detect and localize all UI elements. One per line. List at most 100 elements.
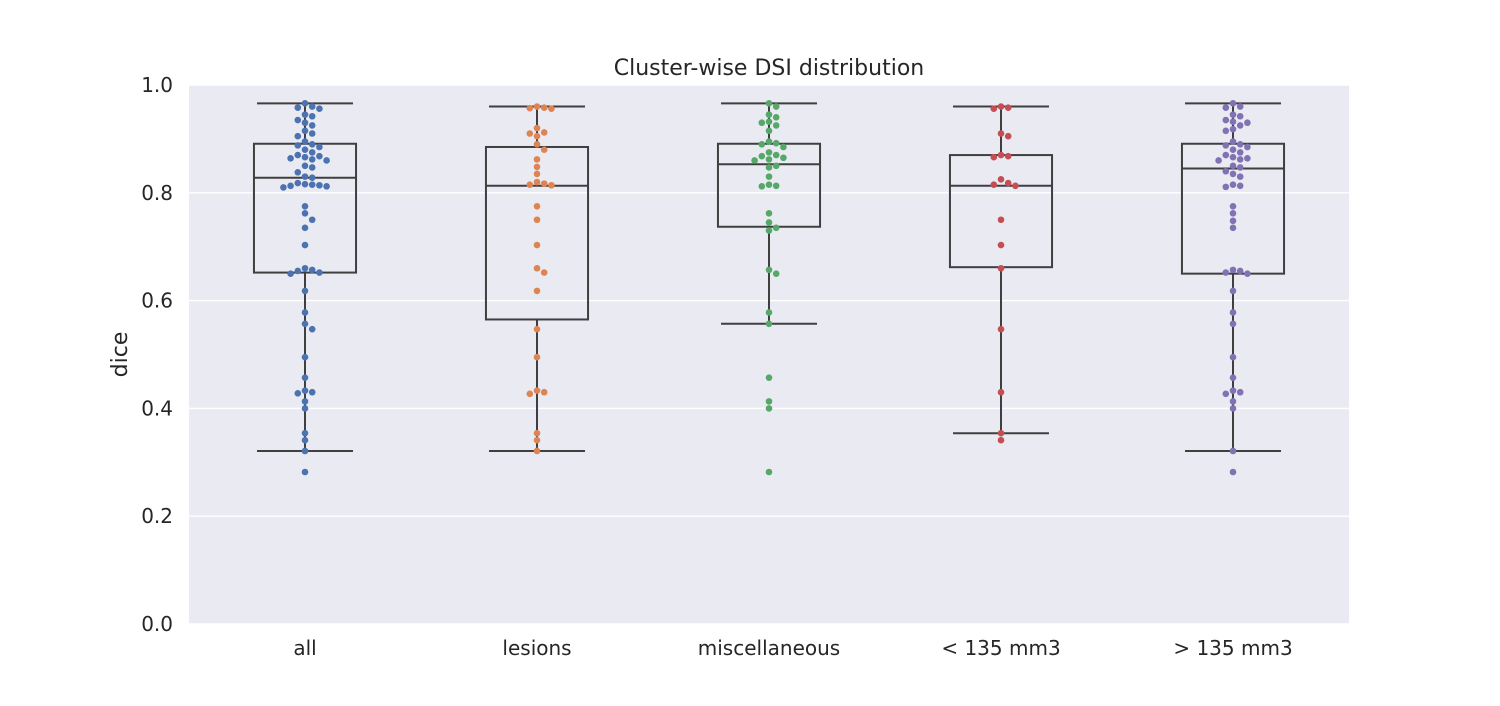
swarm-point (294, 267, 302, 275)
swarm-points (280, 100, 1251, 476)
swarm-point (997, 216, 1005, 224)
swarm-point (1229, 447, 1237, 455)
swarm-point (1004, 132, 1012, 140)
swarm-point (1236, 173, 1244, 180)
swarm-point (1222, 183, 1230, 191)
swarm-point (1244, 143, 1251, 151)
swarm-point (997, 436, 1005, 444)
swarm-4 (1215, 100, 1251, 476)
swarm-point (1229, 387, 1237, 394)
swarm-point (1229, 170, 1237, 178)
y-axis-label: dice (108, 332, 133, 378)
swarm-point (540, 269, 548, 276)
swarm-point (308, 388, 316, 396)
swarm-point (301, 287, 309, 295)
swarm-point (533, 264, 541, 272)
swarm-point (1236, 182, 1244, 190)
swarm-point (1244, 155, 1251, 162)
swarm-point (772, 270, 780, 277)
swarm-point (1229, 266, 1237, 274)
swarm-point (294, 104, 302, 111)
swarm-point (765, 127, 773, 135)
swarm-point (1229, 287, 1237, 295)
swarm-point (1229, 125, 1237, 133)
swarm-point (1229, 374, 1237, 381)
swarm-point (997, 388, 1005, 396)
swarm-point (1229, 153, 1237, 161)
swarm-point (323, 183, 330, 190)
swarm-point (765, 309, 773, 316)
swarm-0 (280, 100, 330, 476)
swarm-point (308, 325, 316, 333)
swarm-point (287, 155, 294, 162)
swarm-point (301, 138, 309, 145)
swarm-point (526, 390, 534, 398)
swarm-point (997, 176, 1005, 183)
swarm-point (280, 184, 287, 191)
swarm-point (990, 153, 998, 161)
swarm-point (1229, 209, 1237, 217)
swarm-point (301, 146, 309, 153)
swarm-point (1229, 217, 1237, 225)
swarm-point (316, 269, 323, 276)
swarm-point (1004, 104, 1012, 111)
swarm-point (294, 390, 302, 397)
swarm-point (1236, 388, 1244, 396)
swarm-point (526, 130, 534, 137)
x-tick-label: miscellaneous (698, 636, 840, 660)
swarm-point (1229, 162, 1237, 170)
swarm-point (1229, 309, 1237, 316)
swarm-point (1236, 140, 1244, 148)
swarm-point (1222, 104, 1230, 111)
swarm-point (765, 149, 773, 156)
y-tick-label: 0.2 (141, 504, 173, 528)
swarm-point (301, 100, 309, 107)
swarm-point (308, 103, 316, 110)
swarm-point (533, 353, 541, 361)
swarm-point (533, 132, 541, 140)
y-tick-labels: 0.0 0.2 0.4 0.6 0.8 1.0 (141, 73, 173, 636)
swarm-point (772, 122, 780, 129)
swarm-point (1229, 118, 1237, 125)
swarm-point (1004, 179, 1012, 187)
swarm-point (287, 270, 294, 277)
swarm-point (1004, 152, 1012, 160)
swarm-point (772, 103, 780, 110)
swarm-point (540, 129, 548, 136)
swarm-point (548, 105, 555, 113)
swarm-point (765, 398, 773, 405)
swarm-point (301, 320, 309, 328)
swarm-point (533, 163, 541, 171)
swarm-point (765, 320, 773, 328)
swarm-point (548, 181, 555, 189)
swarm-point (758, 119, 766, 127)
swarm-point (308, 130, 316, 137)
swarm-point (533, 178, 541, 186)
swarm-point (533, 447, 541, 455)
swarm-point (308, 174, 316, 182)
x-tick-label: lesions (502, 636, 571, 660)
swarm-point (1229, 320, 1237, 328)
swarm-point (990, 181, 998, 189)
y-tick-label: 0.8 (141, 181, 173, 205)
swarm-point (1244, 119, 1251, 127)
swarm-point (526, 104, 534, 112)
swarm-point (294, 151, 302, 159)
swarm-point (765, 100, 773, 107)
swarm-point (540, 146, 548, 153)
swarm-point (301, 353, 309, 361)
swarm-point (308, 181, 316, 189)
swarm-point (294, 132, 302, 140)
swarm-point (1229, 111, 1237, 118)
swarm-point (301, 209, 309, 217)
swarm-point (1222, 390, 1230, 398)
swarm-point (316, 152, 323, 160)
swarm-point (301, 202, 309, 210)
swarm-point (540, 104, 548, 111)
swarm-point (997, 264, 1005, 272)
chart-title: Cluster-wise DSI distribution (614, 56, 924, 81)
swarm-point (765, 173, 773, 180)
swarm-point (301, 119, 309, 127)
swarm-point (1236, 103, 1244, 110)
swarm-point (308, 156, 316, 163)
